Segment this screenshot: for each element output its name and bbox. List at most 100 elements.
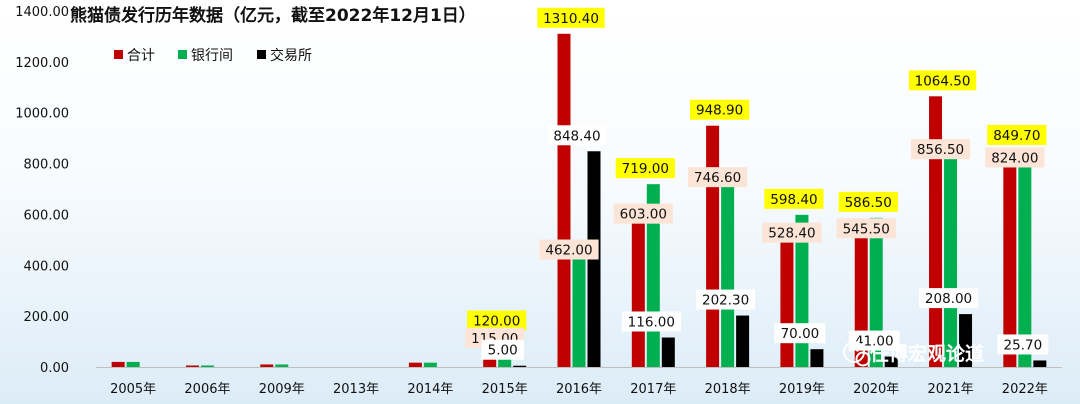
- data-label: 120.00: [473, 313, 520, 329]
- bar-合计-2017年: [631, 213, 645, 367]
- bar-交易所-2015年: [513, 365, 527, 367]
- y-tick-label: 800.00: [24, 158, 70, 173]
- y-tick-label: 200.00: [24, 310, 70, 325]
- data-label-box: [537, 7, 605, 28]
- chart-title: 熊猫债发行历年数据（亿元，截至2022年12月1日）: [70, 5, 476, 26]
- bar-合计-2005年: [111, 361, 125, 367]
- data-label: 603.00: [620, 207, 667, 223]
- legend-label: 合计: [127, 48, 155, 64]
- data-label: 25.70: [1004, 337, 1043, 353]
- legend-swatch: [257, 50, 266, 59]
- y-tick-label: 400.00: [24, 259, 70, 274]
- data-label: 1064.50: [915, 73, 971, 89]
- bar-合计-2014年: [408, 362, 422, 367]
- data-label: 586.50: [845, 195, 892, 211]
- data-label-box: [836, 218, 896, 239]
- bar-合计-2016年: [557, 33, 571, 368]
- bar-交易所-2021年: [959, 314, 973, 367]
- y-tick-label: 1000.00: [15, 107, 69, 122]
- data-label-box: [987, 124, 1047, 145]
- data-label-box: [910, 139, 971, 160]
- data-label: 5.00: [488, 343, 518, 359]
- data-label-box: [539, 239, 599, 260]
- bar-交易所-2017年: [661, 337, 675, 367]
- data-label-box: [762, 222, 822, 243]
- data-label: 598.40: [770, 192, 817, 208]
- data-label: 462.00: [545, 243, 592, 259]
- x-tick-label: 2006年: [184, 382, 230, 397]
- bar-银行间-2016年: [572, 249, 586, 367]
- data-label: 545.50: [843, 221, 890, 237]
- data-label-box: [764, 188, 824, 209]
- bar-交易所-2020年: [884, 356, 898, 367]
- data-label-box: [908, 70, 977, 91]
- data-labels: 120.00115.005.001310.40848.40462.00719.0…: [465, 7, 1049, 360]
- y-axis: 0.00 200.00 400.00 600.00 800.00 1000.00 1200.…: [15, 5, 69, 376]
- legend: 合计 银行间 交易所: [114, 47, 312, 64]
- y-tick-label: 0.00: [40, 361, 69, 376]
- data-label-box: [688, 167, 748, 188]
- data-label-box: [621, 311, 681, 332]
- watermark-text: 任博宏观论道: [869, 342, 984, 365]
- data-label: 719.00: [622, 161, 669, 177]
- data-label-box: [615, 158, 675, 179]
- data-label: 41.00: [855, 334, 894, 350]
- bar-银行间-2020年: [869, 217, 883, 367]
- bar-合计-2009年: [260, 364, 274, 367]
- bar-交易所-2019年: [810, 349, 824, 367]
- bar-交易所-2022年: [1033, 360, 1047, 367]
- data-label: 70.00: [781, 326, 820, 342]
- bar-银行间-2005年: [126, 361, 140, 367]
- data-label-box: [481, 339, 525, 360]
- x-tick-label: 2013年: [333, 382, 379, 397]
- y-tick-label: 600.00: [24, 208, 70, 223]
- bar-合计-2018年: [706, 125, 720, 367]
- x-tick-label: 2018年: [705, 382, 751, 397]
- data-label: 948.90: [696, 103, 743, 119]
- data-label: 528.40: [768, 226, 815, 242]
- data-label: 849.70: [993, 128, 1040, 144]
- data-label: 848.40: [553, 128, 600, 144]
- data-label-box: [613, 203, 673, 224]
- bar-银行间-2006年: [200, 365, 214, 367]
- bar-合计-2022年: [1003, 150, 1017, 367]
- data-label: 116.00: [628, 315, 675, 331]
- data-label-box: [918, 288, 979, 309]
- bar-合计-2021年: [929, 96, 943, 367]
- watermark: 任博宏观论道: [843, 341, 984, 367]
- legend-label: 交易所: [270, 47, 312, 64]
- legend-swatch: [178, 50, 187, 59]
- wechat-icon: [843, 341, 871, 367]
- x-tick-label: 2017年: [630, 382, 676, 397]
- bar-银行间-2014年: [423, 362, 437, 367]
- x-tick-label: 2009年: [259, 382, 305, 397]
- data-label: 208.00: [925, 291, 972, 307]
- x-tick-label: 2015年: [482, 382, 528, 397]
- x-tick-label: 2021年: [927, 382, 973, 397]
- legend-swatch: [114, 50, 123, 59]
- data-label-box: [690, 99, 750, 120]
- y-tick-label: 1400.00: [15, 5, 69, 20]
- x-tick-label: 2022年: [1002, 382, 1048, 397]
- bar-合计-2006年: [185, 365, 199, 367]
- x-tick-label: 2016年: [556, 382, 602, 397]
- data-label: 1310.40: [543, 11, 599, 27]
- x-axis: 2005年 2006年 2009年 2013年 2014年 2015年 2016年 2017年…: [96, 367, 1062, 397]
- bars: [111, 33, 1047, 368]
- data-label-box: [774, 323, 826, 344]
- bar-银行间-2009年: [275, 364, 289, 367]
- data-label: 856.50: [917, 142, 964, 158]
- bar-银行间-2021年: [944, 149, 958, 367]
- data-label: 824.00: [991, 150, 1038, 166]
- x-tick-label: 2005年: [110, 382, 156, 397]
- data-label-box: [467, 310, 527, 331]
- bar-交易所-2018年: [736, 315, 750, 367]
- y-tick-label: 1200.00: [15, 56, 69, 71]
- data-label-box: [838, 191, 898, 212]
- legend-label: 银行间: [191, 48, 233, 64]
- bar-合计-2019年: [780, 232, 794, 367]
- data-label-box: [985, 147, 1045, 168]
- data-label-box: [997, 334, 1049, 355]
